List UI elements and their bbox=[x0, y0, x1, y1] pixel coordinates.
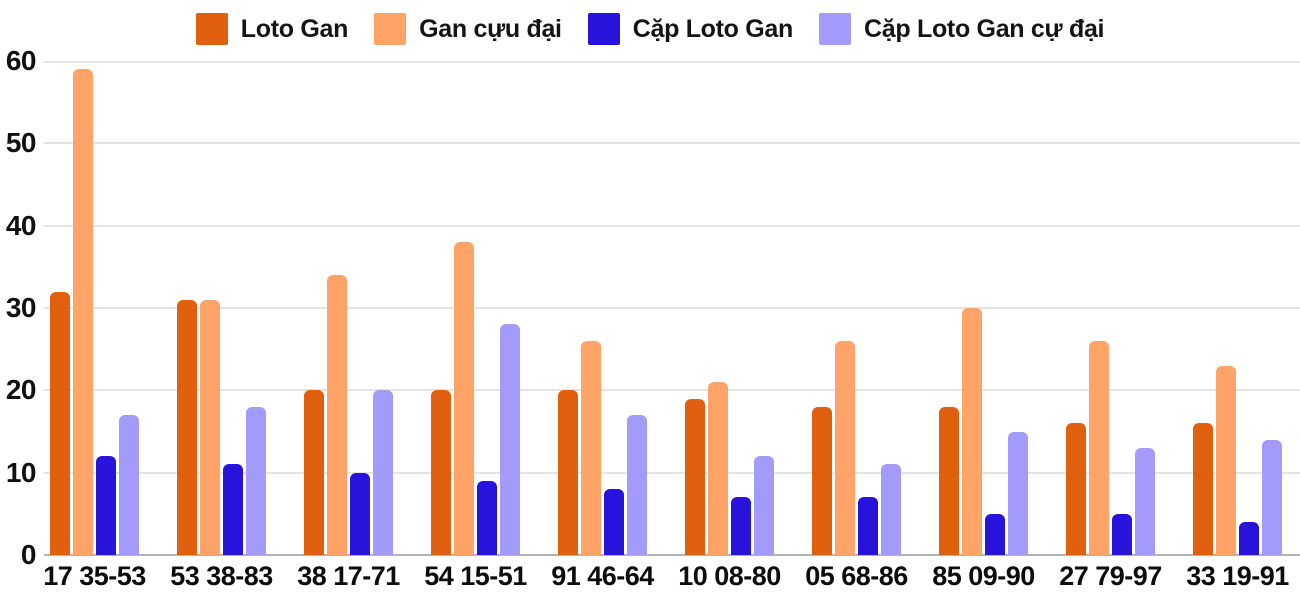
x-axis-line bbox=[44, 554, 1300, 556]
bar-group bbox=[158, 61, 285, 555]
bar-gan-cuu-dai[interactable] bbox=[327, 275, 347, 555]
bar-groups bbox=[31, 61, 1300, 555]
bar-cap-loto-gan[interactable] bbox=[350, 473, 370, 555]
legend-swatch-cap-loto-gan bbox=[587, 13, 620, 45]
x-tick-label: 54 15-51 bbox=[424, 561, 527, 591]
bar-gan-cuu-dai[interactable] bbox=[1216, 366, 1236, 555]
legend-label-cap-loto-gan: Cặp Loto Gan bbox=[632, 14, 794, 43]
legend-label-cap-loto-gan-cu-dai: Cặp Loto Gan cự đại bbox=[864, 14, 1105, 43]
gridline-10 bbox=[44, 472, 1300, 474]
bar-group bbox=[793, 61, 920, 555]
gridline-60 bbox=[44, 61, 1300, 63]
bar-cap-loto-gan-cu-dai[interactable] bbox=[1008, 432, 1028, 555]
legend-item-loto-gan[interactable]: Loto Gan bbox=[195, 13, 349, 45]
legend-item-cap-loto-gan-cu-dai[interactable]: Cặp Loto Gan cự đại bbox=[819, 13, 1105, 45]
x-tick-label: 17 35-53 bbox=[43, 561, 146, 591]
bar-gan-cuu-dai[interactable] bbox=[73, 69, 93, 555]
bar-loto-gan[interactable] bbox=[1193, 423, 1213, 555]
bar-gan-cuu-dai[interactable] bbox=[1089, 341, 1109, 555]
bar-gan-cuu-dai[interactable] bbox=[454, 242, 474, 555]
x-tick-label: 38 17-71 bbox=[297, 561, 400, 591]
bar-cap-loto-gan-cu-dai[interactable] bbox=[373, 390, 393, 555]
y-tick-label-10: 10 bbox=[5, 457, 37, 488]
bar-gan-cuu-dai[interactable] bbox=[708, 382, 728, 555]
bar-gan-cuu-dai[interactable] bbox=[200, 300, 220, 555]
bar-cap-loto-gan-cu-dai[interactable] bbox=[881, 464, 901, 555]
x-tick-label: 85 09-90 bbox=[932, 561, 1035, 591]
bar-group bbox=[1174, 61, 1300, 555]
bar-loto-gan[interactable] bbox=[939, 407, 959, 555]
bar-cap-loto-gan-cu-dai[interactable] bbox=[1135, 448, 1155, 555]
bar-loto-gan[interactable] bbox=[558, 390, 578, 555]
legend-item-cap-loto-gan[interactable]: Cặp Loto Gan bbox=[587, 13, 794, 45]
bar-cap-loto-gan[interactable] bbox=[985, 514, 1005, 555]
bar-group bbox=[666, 61, 793, 555]
bar-cap-loto-gan-cu-dai[interactable] bbox=[246, 407, 266, 555]
gridline-40 bbox=[44, 225, 1300, 227]
bar-cap-loto-gan-cu-dai[interactable] bbox=[1262, 440, 1282, 555]
bar-loto-gan[interactable] bbox=[304, 390, 324, 555]
x-axis-labels: 17 35-53 53 38-83 38 17-71 54 15-51 91 46-64… bbox=[31, 561, 1300, 592]
bar-cap-loto-gan[interactable] bbox=[604, 489, 624, 555]
x-tick-label: 33 19-91 bbox=[1186, 561, 1289, 591]
bar-gan-cuu-dai[interactable] bbox=[962, 308, 982, 555]
gridline-50 bbox=[44, 142, 1300, 144]
bar-loto-gan[interactable] bbox=[177, 300, 197, 555]
plot-area: 0 10 20 30 40 50 60 bbox=[0, 45, 1300, 570]
legend-item-gan-cuu-dai[interactable]: Gan cựu đại bbox=[374, 13, 562, 45]
bar-cap-loto-gan[interactable] bbox=[223, 464, 243, 555]
bar-cap-loto-gan-cu-dai[interactable] bbox=[627, 415, 647, 555]
bar-gan-cuu-dai[interactable] bbox=[581, 341, 601, 555]
bar-cap-loto-gan[interactable] bbox=[96, 456, 116, 555]
bar-cap-loto-gan[interactable] bbox=[477, 481, 497, 555]
bar-cap-loto-gan-cu-dai[interactable] bbox=[754, 456, 774, 555]
legend: Loto Gan Gan cựu đại Cặp Loto Gan Cặp Loto … bbox=[0, 10, 1300, 48]
gridline-20 bbox=[44, 389, 1300, 391]
x-tick-label: 53 38-83 bbox=[170, 561, 273, 591]
x-tick-label: 27 79-97 bbox=[1059, 561, 1162, 591]
bar-loto-gan[interactable] bbox=[431, 390, 451, 555]
y-tick-label-20: 20 bbox=[5, 374, 37, 405]
bar-loto-gan[interactable] bbox=[1066, 423, 1086, 555]
legend-swatch-gan-cuu-dai bbox=[374, 13, 407, 45]
bar-group bbox=[539, 61, 666, 555]
x-tick-label: 05 68-86 bbox=[805, 561, 908, 591]
bar-loto-gan[interactable] bbox=[50, 292, 70, 555]
y-tick-label-40: 40 bbox=[5, 210, 37, 241]
bar-loto-gan[interactable] bbox=[812, 407, 832, 555]
y-tick-label-30: 30 bbox=[5, 292, 37, 323]
bar-loto-gan[interactable] bbox=[685, 399, 705, 555]
bar-cap-loto-gan[interactable] bbox=[1239, 522, 1259, 555]
legend-label-gan-cuu-dai: Gan cựu đại bbox=[419, 14, 562, 43]
y-tick-label-0: 0 bbox=[20, 539, 37, 570]
x-tick-label: 91 46-64 bbox=[551, 561, 654, 591]
bar-cap-loto-gan[interactable] bbox=[731, 497, 751, 555]
bar-gan-cuu-dai[interactable] bbox=[835, 341, 855, 555]
bar-group bbox=[920, 61, 1047, 555]
y-tick-label-60: 60 bbox=[5, 45, 37, 76]
legend-swatch-loto-gan bbox=[195, 13, 228, 45]
bar-cap-loto-gan[interactable] bbox=[1112, 514, 1132, 555]
bar-cap-loto-gan-cu-dai[interactable] bbox=[119, 415, 139, 555]
legend-swatch-cap-loto-gan-cu-dai bbox=[819, 13, 851, 45]
legend-label-loto-gan: Loto Gan bbox=[240, 14, 349, 43]
gridline-30 bbox=[44, 307, 1300, 309]
bar-cap-loto-gan[interactable] bbox=[858, 497, 878, 555]
y-tick-label-50: 50 bbox=[5, 127, 37, 158]
bar-group bbox=[412, 61, 539, 555]
x-tick-label: 10 08-80 bbox=[678, 561, 781, 591]
bar-cap-loto-gan-cu-dai[interactable] bbox=[500, 324, 520, 555]
bar-group bbox=[31, 61, 158, 555]
bar-group bbox=[1047, 61, 1174, 555]
bar-group bbox=[285, 61, 412, 555]
